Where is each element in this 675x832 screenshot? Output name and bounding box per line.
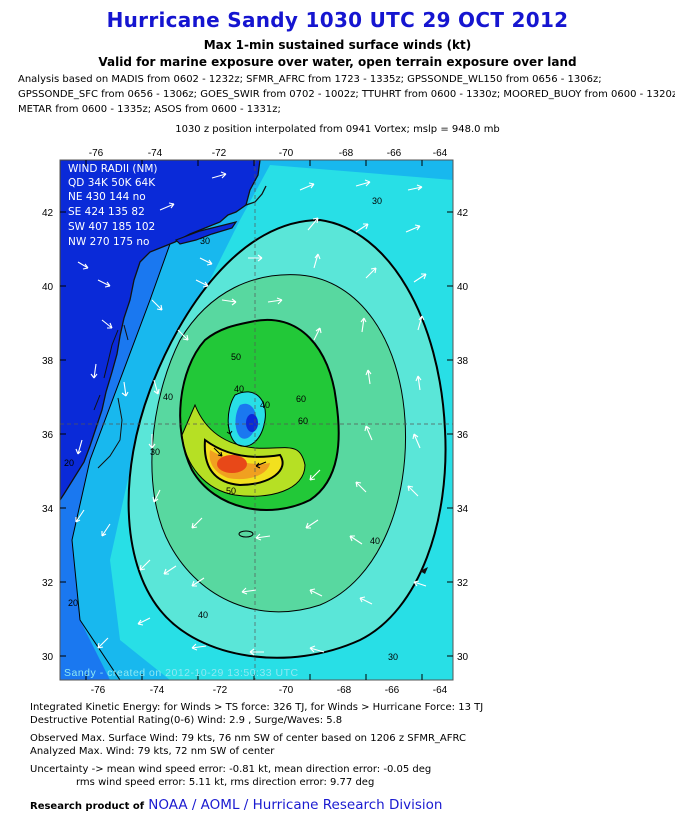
contour-60	[179, 319, 340, 511]
chesapeake-bay	[93, 324, 129, 411]
wind-radii-row: NW 270 175 no	[68, 236, 149, 248]
destructive-potential-line: Destructive Potential Rating(0-6) Wind: …	[30, 715, 343, 726]
analysis-line: METAR from 0600 - 1335z; ASOS from 0600 …	[18, 104, 281, 115]
lat-label-right: 34	[457, 504, 469, 515]
contour-label: 30	[200, 236, 210, 246]
lon-label-bottom: -66	[385, 685, 400, 696]
contour-label: 50	[226, 486, 236, 496]
lat-label-left: 34	[42, 504, 54, 515]
contour-label: 40	[234, 384, 244, 394]
lat-label-left: 30	[42, 652, 54, 663]
lon-label-bottom: -70	[279, 685, 294, 696]
research-credit: Research product of NOAA / AOML / Hurric…	[30, 797, 442, 813]
lat-label-right: 42	[457, 208, 469, 219]
contour-label: 20	[64, 458, 74, 468]
lat-label-left: 32	[42, 578, 54, 589]
ike-line: Integrated Kinetic Energy: for Winds > T…	[30, 702, 484, 713]
lat-label-left: 40	[42, 282, 54, 293]
credit-prefix: Research product of	[30, 801, 145, 812]
contour-80	[203, 438, 284, 487]
wind-radii-header: QD 34K 50K 64K	[68, 177, 156, 189]
subtitle-exposure: Valid for marine exposure over water, op…	[98, 55, 577, 69]
analyzed-max-wind-line: Analyzed Max. Wind: 79 kts, 72 nm SW of …	[30, 746, 275, 757]
lon-label-top: -72	[212, 148, 227, 159]
cape-cod	[245, 185, 267, 206]
credit-organization[interactable]: NOAA / AOML / Hurricane Research Divisio…	[148, 797, 443, 813]
lon-label-top: -68	[339, 148, 354, 159]
analysis-line: GPSSONDE_SFC from 0656 - 1306z; GOES_SWI…	[18, 89, 675, 100]
lon-label-top: -66	[387, 148, 402, 159]
bermuda	[420, 567, 428, 574]
wind-vectors	[75, 171, 427, 656]
long-island	[174, 221, 238, 245]
axis-ticks	[60, 160, 453, 680]
wind-vector-inner	[255, 461, 267, 469]
wind-band-max	[217, 455, 247, 473]
lat-label-left: 42	[42, 208, 54, 219]
lon-label-bottom: -68	[337, 685, 352, 696]
lon-label-bottom: -74	[150, 685, 165, 696]
lon-label-bottom: -64	[433, 685, 448, 696]
page-title: Hurricane Sandy 1030 UTC 29 OCT 2012	[106, 8, 569, 32]
lon-label-bottom: -76	[91, 685, 106, 696]
east-coast-landmass	[60, 160, 261, 502]
wind-radii-title: WIND RADII (NM)	[68, 163, 158, 175]
lat-label-right: 36	[457, 430, 469, 441]
contour-40	[127, 218, 447, 659]
analysis-sources: Analysis based on MADIS from 0602 - 1232…	[18, 72, 675, 117]
lat-label-right: 40	[457, 282, 469, 293]
observed-max-wind-line: Observed Max. Surface Wind: 79 kts, 76 n…	[30, 733, 466, 744]
lon-label-top: -70	[279, 148, 294, 159]
lat-label-right: 32	[457, 578, 469, 589]
contour-label: 30	[372, 196, 382, 206]
contour-small-loop	[238, 530, 254, 538]
wind-vector-inner	[213, 447, 223, 457]
contour-label: 30	[388, 652, 398, 662]
wind-vector-inner	[226, 423, 233, 435]
contour-label: 30	[150, 447, 160, 457]
wind-radii-row: SE 424 135 82	[68, 206, 145, 218]
contour-label: 60	[296, 394, 306, 404]
contour-label: 40	[198, 610, 208, 620]
analysis-line: Analysis based on MADIS from 0602 - 1232…	[18, 74, 602, 85]
uncertainty-rms-line: rms wind speed error: 5.11 kt, rms direc…	[76, 777, 375, 788]
contour-label: 40	[260, 400, 270, 410]
wind-radii-row: SW 407 185 102	[68, 221, 155, 233]
position-note: 1030 z position interpolated from 0941 V…	[175, 124, 500, 135]
contour-label: 20	[68, 598, 78, 608]
lon-label-top: -74	[148, 148, 163, 159]
lon-label-top: -76	[89, 148, 104, 159]
lat-label-right: 38	[457, 356, 469, 367]
lat-label-right: 30	[457, 652, 469, 663]
plot-frame	[59, 159, 454, 681]
lat-label-left: 38	[42, 356, 54, 367]
contour-50	[151, 274, 407, 613]
uncertainty-line: Uncertainty -> mean wind speed error: -0…	[30, 764, 432, 775]
outer-banks	[97, 397, 123, 469]
wind-radii-row: NE 430 144 no	[68, 191, 146, 203]
contour-label: 40	[163, 392, 173, 402]
contour-label: 50	[231, 352, 241, 362]
contour-label: 40	[370, 536, 380, 546]
contour-70	[181, 403, 306, 497]
lat-label-left: 36	[42, 430, 54, 441]
subtitle-wind-type: Max 1-min sustained surface winds (kt)	[203, 38, 472, 52]
eye-center	[246, 414, 258, 432]
created-watermark: Sandy - created on 2012-10-29 13:50:33 U…	[64, 667, 299, 679]
lon-label-top: -64	[433, 148, 448, 159]
lon-label-bottom: -72	[213, 685, 228, 696]
contour-label: 60	[298, 416, 308, 426]
wind-field-map: -76 -74 -72 -70 -68 -66 -64 -76 -74 -72 …	[42, 148, 469, 696]
